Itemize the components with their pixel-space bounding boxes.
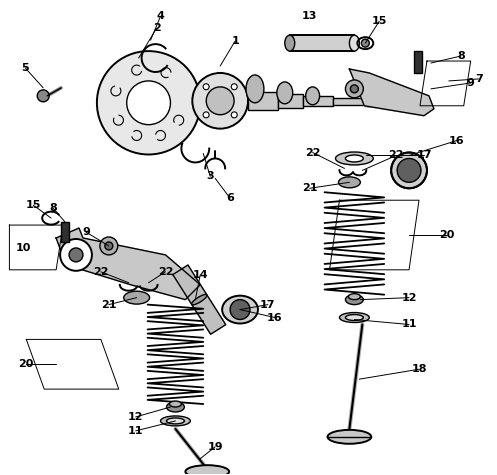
Ellipse shape — [349, 35, 359, 51]
Bar — [303, 96, 332, 106]
Ellipse shape — [391, 152, 427, 188]
Ellipse shape — [345, 314, 363, 321]
Bar — [290, 35, 354, 51]
Circle shape — [361, 39, 369, 47]
Text: 9: 9 — [82, 227, 90, 237]
Text: 11: 11 — [401, 320, 417, 330]
Ellipse shape — [192, 294, 207, 305]
Circle shape — [231, 84, 237, 90]
Text: 9: 9 — [467, 78, 475, 88]
Bar — [278, 94, 303, 108]
Ellipse shape — [348, 294, 360, 300]
Text: 19: 19 — [207, 442, 223, 452]
Text: 15: 15 — [25, 200, 41, 210]
Circle shape — [69, 248, 83, 262]
Text: 22: 22 — [305, 148, 321, 158]
Circle shape — [230, 300, 250, 320]
Ellipse shape — [335, 152, 373, 165]
Ellipse shape — [124, 291, 150, 304]
Circle shape — [105, 242, 113, 250]
Text: 20: 20 — [18, 359, 34, 369]
Text: 16: 16 — [449, 135, 465, 145]
Text: 12: 12 — [401, 293, 417, 303]
Ellipse shape — [345, 155, 363, 162]
Bar — [61, 222, 69, 242]
Text: 22: 22 — [388, 151, 404, 161]
Text: 21: 21 — [101, 300, 117, 310]
Text: 1: 1 — [231, 36, 239, 46]
Polygon shape — [56, 228, 200, 300]
Text: 15: 15 — [372, 16, 387, 26]
Text: 7: 7 — [475, 74, 483, 84]
Text: 6: 6 — [226, 193, 234, 203]
Circle shape — [37, 90, 49, 102]
Ellipse shape — [166, 418, 184, 424]
Circle shape — [60, 239, 92, 271]
Text: 2: 2 — [153, 23, 161, 33]
Ellipse shape — [185, 465, 229, 475]
Polygon shape — [173, 265, 226, 334]
Text: 8: 8 — [49, 203, 57, 213]
Text: 8: 8 — [457, 51, 465, 61]
Ellipse shape — [222, 295, 258, 323]
Text: 11: 11 — [128, 426, 144, 436]
Ellipse shape — [306, 87, 320, 105]
Circle shape — [192, 73, 248, 129]
Text: 13: 13 — [302, 11, 317, 21]
Circle shape — [100, 237, 118, 255]
Circle shape — [231, 112, 237, 118]
Text: 5: 5 — [21, 63, 29, 73]
Ellipse shape — [339, 313, 369, 323]
Text: 17: 17 — [260, 300, 276, 310]
Polygon shape — [349, 69, 434, 116]
Ellipse shape — [345, 294, 363, 304]
Circle shape — [203, 112, 209, 118]
Text: 14: 14 — [192, 270, 208, 280]
Text: 10: 10 — [15, 243, 31, 253]
Text: 18: 18 — [411, 364, 427, 374]
Text: 21: 21 — [302, 183, 318, 193]
Text: 12: 12 — [128, 412, 144, 422]
Ellipse shape — [161, 416, 190, 426]
Text: 4: 4 — [157, 11, 165, 21]
Circle shape — [350, 85, 358, 93]
Bar — [332, 98, 367, 105]
Circle shape — [97, 51, 200, 154]
Circle shape — [203, 84, 209, 90]
Ellipse shape — [277, 82, 293, 104]
Circle shape — [206, 87, 234, 115]
Text: 3: 3 — [206, 171, 214, 181]
Circle shape — [397, 159, 421, 182]
Ellipse shape — [285, 35, 295, 51]
Circle shape — [345, 80, 363, 98]
Text: 22: 22 — [158, 267, 173, 277]
Text: 22: 22 — [93, 267, 109, 277]
Ellipse shape — [169, 401, 181, 407]
Text: 17: 17 — [416, 151, 432, 161]
Text: 16: 16 — [267, 313, 283, 323]
Ellipse shape — [246, 75, 264, 103]
Ellipse shape — [328, 430, 371, 444]
Ellipse shape — [166, 402, 184, 412]
Bar — [414, 51, 422, 73]
Bar — [248, 92, 278, 110]
Text: 20: 20 — [439, 230, 455, 240]
Circle shape — [127, 81, 170, 124]
Ellipse shape — [338, 177, 360, 188]
